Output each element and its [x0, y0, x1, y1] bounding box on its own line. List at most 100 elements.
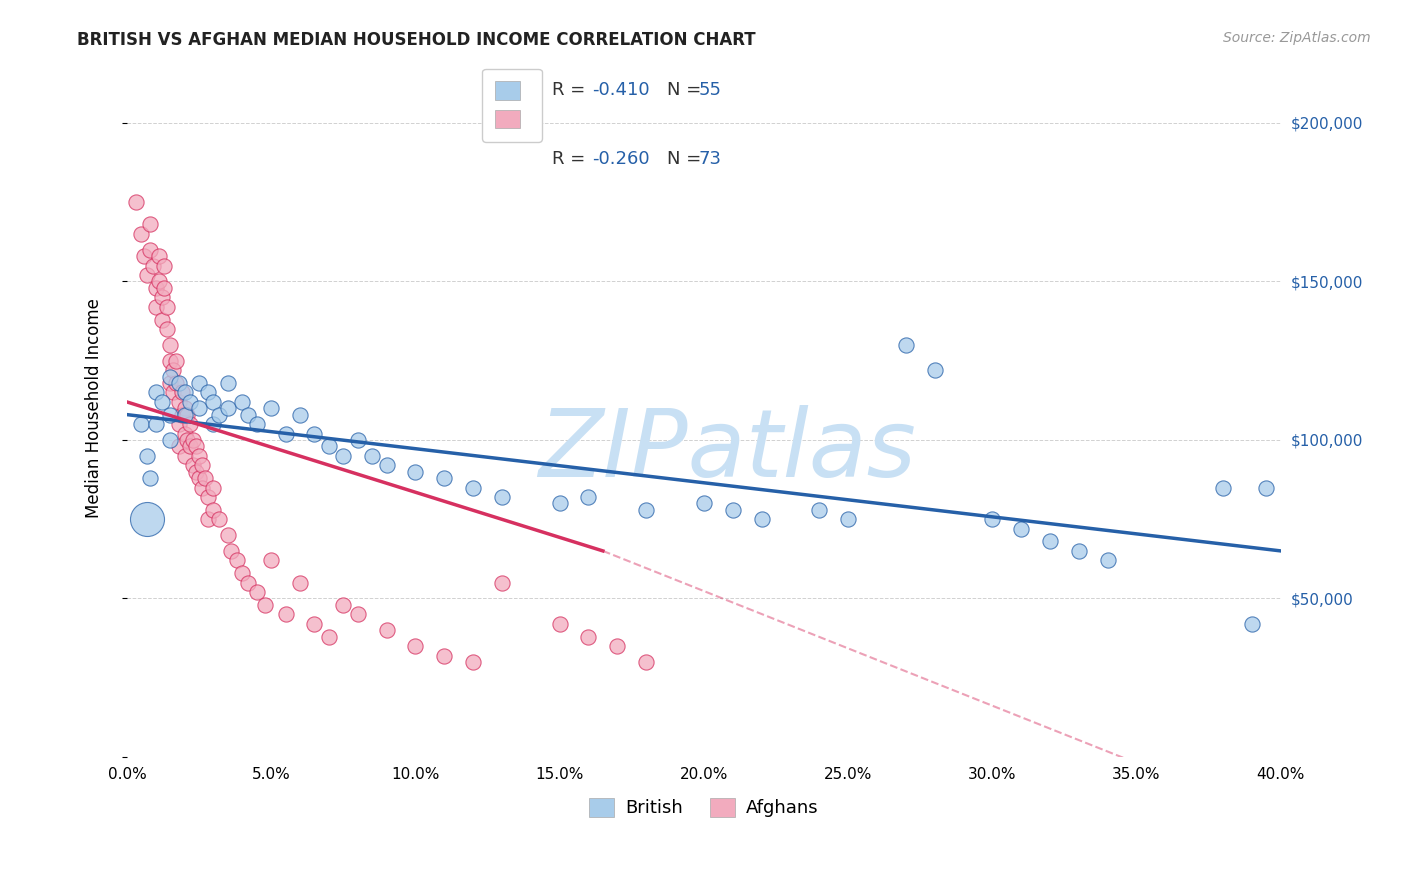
Text: R =: R = [551, 80, 591, 98]
Point [274, 607, 297, 622]
Point [159, 408, 181, 422]
Point [162, 363, 184, 377]
Point [318, 439, 340, 453]
Point [751, 512, 773, 526]
Point [217, 528, 239, 542]
Legend: British, Afghans: British, Afghans [582, 791, 825, 824]
Point [304, 426, 326, 441]
Point [188, 471, 211, 485]
Point [159, 376, 181, 390]
Text: N =: N = [666, 80, 707, 98]
Text: -0.260: -0.260 [592, 150, 650, 169]
Point [167, 376, 190, 390]
Point [1010, 522, 1032, 536]
Point [1240, 616, 1263, 631]
Point [179, 417, 201, 431]
Point [188, 449, 211, 463]
Point [173, 408, 195, 422]
Point [150, 290, 173, 304]
Point [131, 417, 153, 431]
Point [924, 363, 946, 377]
Point [139, 243, 162, 257]
Point [176, 408, 198, 422]
Point [332, 598, 354, 612]
Point [208, 512, 231, 526]
Point [1256, 481, 1278, 495]
Point [231, 395, 253, 409]
Point [217, 401, 239, 416]
Point [1097, 553, 1119, 567]
Point [433, 648, 456, 663]
Point [170, 408, 193, 422]
Point [894, 338, 917, 352]
Point [167, 395, 190, 409]
Point [173, 426, 195, 441]
Point [179, 439, 201, 453]
Text: Source: ZipAtlas.com: Source: ZipAtlas.com [1223, 31, 1371, 45]
Point [136, 449, 159, 463]
Point [375, 458, 398, 473]
Point [150, 312, 173, 326]
Point [837, 512, 859, 526]
Point [636, 655, 658, 669]
Point [186, 439, 208, 453]
Point [159, 353, 181, 368]
Point [165, 353, 187, 368]
Point [361, 449, 384, 463]
Point [219, 544, 242, 558]
Point [578, 630, 600, 644]
Point [176, 433, 198, 447]
Point [721, 502, 744, 516]
Point [231, 566, 253, 580]
Point [548, 496, 571, 510]
Point [139, 471, 162, 485]
Point [145, 417, 167, 431]
Point [246, 585, 269, 599]
Point [139, 218, 162, 232]
Point [236, 408, 259, 422]
Point [606, 639, 628, 653]
Point [217, 376, 239, 390]
Point [159, 338, 181, 352]
Point [636, 502, 658, 516]
Point [548, 616, 571, 631]
Point [254, 598, 277, 612]
Point [274, 426, 297, 441]
Point [191, 481, 214, 495]
Point [148, 249, 170, 263]
Point [1212, 481, 1234, 495]
Point [346, 433, 368, 447]
Point [148, 275, 170, 289]
Point [197, 512, 219, 526]
Point [404, 465, 426, 479]
Point [186, 465, 208, 479]
Point [260, 553, 283, 567]
Point [981, 512, 1004, 526]
Text: BRITISH VS AFGHAN MEDIAN HOUSEHOLD INCOME CORRELATION CHART: BRITISH VS AFGHAN MEDIAN HOUSEHOLD INCOM… [77, 31, 756, 49]
Point [159, 369, 181, 384]
Point [202, 417, 225, 431]
Point [346, 607, 368, 622]
Point [318, 630, 340, 644]
Point [156, 300, 179, 314]
Point [197, 490, 219, 504]
Point [188, 376, 211, 390]
Point [197, 385, 219, 400]
Point [131, 227, 153, 241]
Point [304, 616, 326, 631]
Point [124, 195, 146, 210]
Point [156, 322, 179, 336]
Point [491, 490, 513, 504]
Point [167, 417, 190, 431]
Point [134, 249, 156, 263]
Point [288, 575, 311, 590]
Text: ZIPatlas: ZIPatlas [538, 405, 915, 496]
Point [375, 623, 398, 637]
Point [461, 481, 484, 495]
Point [1039, 534, 1062, 549]
Point [167, 439, 190, 453]
Point [145, 385, 167, 400]
Point [188, 401, 211, 416]
Point [693, 496, 716, 510]
Point [181, 433, 204, 447]
